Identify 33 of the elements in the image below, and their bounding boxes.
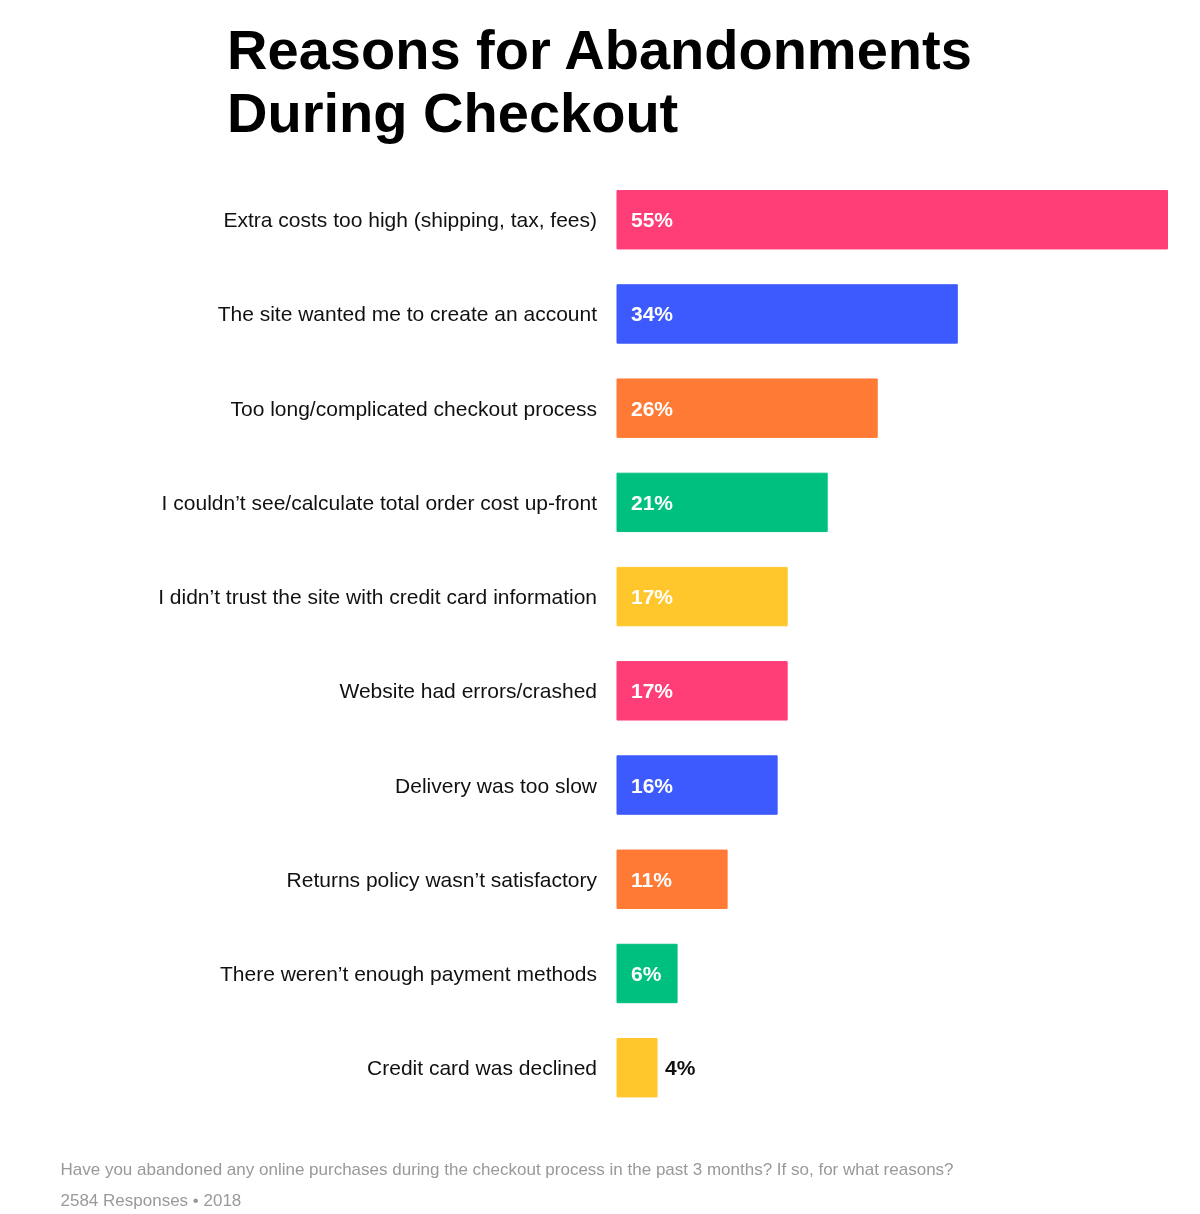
data-label: 55% (631, 208, 674, 232)
data-label: 34% (631, 302, 674, 326)
y-tick-label: Extra costs too high (shipping, tax, fees) (223, 208, 598, 232)
chart-title: Reasons for Abandonments During Checkout (227, 17, 972, 144)
data-label: 17% (631, 679, 674, 703)
data-label: 11% (631, 867, 673, 891)
bar (616, 190, 1168, 250)
data-label: 26% (631, 396, 674, 420)
y-tick-label: Website had errors/crashed (339, 679, 598, 703)
data-label: 4% (665, 1056, 696, 1080)
bar (616, 943, 678, 1004)
y-tick-label: Credit card was declined (367, 1056, 598, 1080)
data-label: 17% (631, 585, 674, 609)
y-tick-label: I didn’t trust the site with credit card information (158, 585, 598, 609)
y-tick-label: The site wanted me to create an account (217, 302, 598, 326)
y-tick-label: There weren’t enough payment methods (219, 961, 598, 985)
bar (616, 284, 958, 344)
bar (616, 1038, 658, 1098)
y-tick-label: Delivery was too slow (395, 773, 598, 797)
y-tick-label: Too long/complicated checkout process (230, 396, 598, 420)
bar (616, 661, 788, 721)
text: 2584 Responses • 2018 (60, 1190, 242, 1210)
bar (616, 566, 788, 627)
bar (616, 472, 828, 533)
data-label: 16% (631, 773, 674, 797)
bar (616, 755, 778, 815)
y-tick-label: I couldn’t see/calculate total order cost up-front (161, 490, 598, 514)
data-label: 21% (631, 490, 674, 514)
bar (616, 849, 728, 909)
text: Have you abandoned any online purchases during the checkout process in the past 3 months? If so, for what reasons? (60, 1159, 954, 1179)
y-tick-label: Returns policy wasn’t satisfactory (286, 867, 598, 891)
bar (616, 378, 878, 438)
data-label: 6% (631, 961, 662, 985)
